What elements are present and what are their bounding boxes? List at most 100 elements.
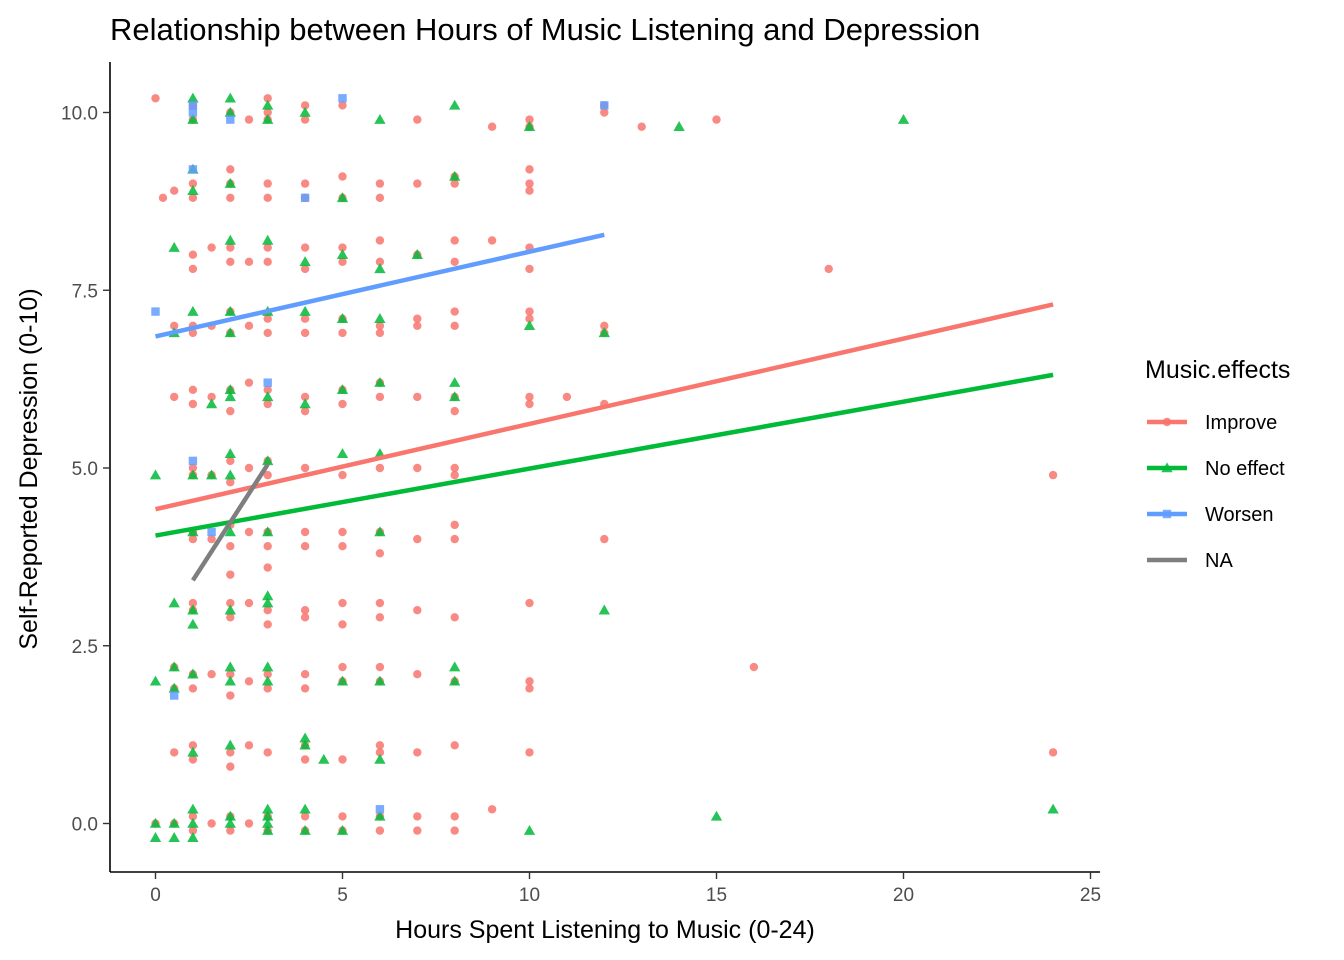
data-point (263, 193, 272, 203)
data-point (207, 392, 216, 402)
data-point (375, 741, 385, 750)
data-point (263, 606, 272, 615)
data-point (336, 675, 349, 686)
data-point (224, 810, 236, 821)
data-point (168, 597, 180, 608)
data-point (336, 384, 349, 395)
data-point (523, 824, 536, 835)
data-point (523, 320, 536, 331)
data-point (598, 327, 610, 338)
data-point (263, 328, 272, 338)
data-point (224, 327, 236, 338)
x-tick-label: 25 (1080, 885, 1101, 906)
data-point (375, 549, 385, 558)
data-point (449, 391, 461, 402)
data-point (262, 113, 274, 124)
data-point (338, 755, 347, 764)
data-point (374, 313, 386, 323)
data-point (263, 257, 272, 267)
data-point (226, 570, 235, 579)
data-point (170, 748, 179, 757)
data-point (299, 803, 311, 814)
data-point (450, 236, 459, 245)
data-point (226, 193, 235, 203)
data-point (300, 243, 310, 252)
data-point (168, 832, 180, 842)
axes: 0 5 10 15 20 25 0.0 2.5 5.0 7.5 10.0 (61, 62, 1101, 906)
data-point (187, 832, 199, 842)
data-point (187, 668, 199, 679)
data-point (338, 542, 347, 551)
data-point (449, 661, 461, 672)
y-tick-label: 5.0 (72, 459, 98, 480)
data-point (450, 463, 459, 473)
data-point (187, 185, 199, 195)
data-point (413, 812, 422, 821)
data-point (375, 236, 385, 245)
data-point (244, 257, 254, 267)
chart-title: Relationship between Hours of Music List… (110, 12, 980, 47)
data-point (338, 527, 347, 537)
data-point (300, 613, 310, 622)
data-point (188, 826, 198, 835)
data-point (262, 99, 274, 110)
data-point (450, 826, 459, 835)
legend-label: Improve (1205, 412, 1277, 434)
data-point (600, 534, 609, 544)
data-point (338, 172, 347, 181)
data-point (450, 534, 459, 544)
data-point (263, 470, 272, 480)
x-tick-label: 10 (519, 885, 540, 906)
data-point (226, 406, 235, 416)
data-point (897, 113, 910, 124)
data-point (188, 684, 198, 693)
data-point (226, 613, 235, 622)
data-point (262, 391, 274, 402)
data-point (187, 526, 199, 537)
y-tick-label: 10.0 (61, 104, 98, 125)
data-point (600, 108, 609, 117)
data-point (450, 307, 459, 316)
data-point (413, 179, 422, 188)
data-point (168, 241, 180, 252)
data-point (374, 377, 386, 387)
data-point (224, 817, 236, 828)
data-point (188, 741, 198, 750)
data-point (188, 534, 198, 544)
data-point (170, 321, 179, 330)
data-point (413, 826, 422, 835)
data-point (263, 399, 272, 409)
data-point (149, 469, 162, 480)
data-point (300, 684, 310, 693)
data-point (300, 314, 310, 323)
data-point (170, 691, 179, 700)
data-point (300, 542, 310, 551)
data-point (525, 115, 534, 124)
data-point (375, 805, 385, 814)
data-point (149, 675, 162, 686)
data-point (188, 179, 198, 188)
data-point (262, 675, 274, 686)
data-point (525, 684, 534, 693)
data-point (450, 613, 459, 622)
data-point (336, 192, 349, 203)
legend-key-marker (1161, 462, 1173, 473)
data-point (300, 755, 310, 764)
data-point (224, 234, 236, 245)
legend-label: No effect (1205, 458, 1285, 480)
data-point (338, 243, 347, 252)
data-point (375, 321, 385, 330)
data-point (637, 122, 646, 131)
legend-label: Worsen (1205, 504, 1274, 526)
data-point (149, 832, 162, 842)
data-point (262, 824, 274, 835)
legend-label: NA (1205, 550, 1233, 572)
data-point (338, 399, 347, 409)
data-point (413, 314, 422, 323)
data-point (336, 824, 349, 835)
data-point (168, 817, 180, 828)
data-point (487, 122, 497, 131)
data-point (263, 669, 272, 679)
legend-key-marker (1162, 509, 1172, 519)
data-point (205, 398, 218, 409)
